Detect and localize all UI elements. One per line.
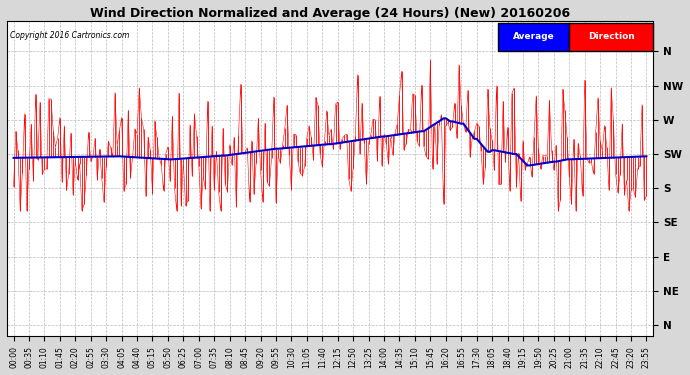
Title: Wind Direction Normalized and Average (24 Hours) (New) 20160206: Wind Direction Normalized and Average (2… — [90, 7, 570, 20]
Text: Direction: Direction — [588, 32, 635, 41]
Text: Copyright 2016 Cartronics.com: Copyright 2016 Cartronics.com — [10, 31, 130, 40]
FancyBboxPatch shape — [569, 22, 653, 51]
FancyBboxPatch shape — [498, 22, 569, 51]
Text: Average: Average — [513, 32, 555, 41]
